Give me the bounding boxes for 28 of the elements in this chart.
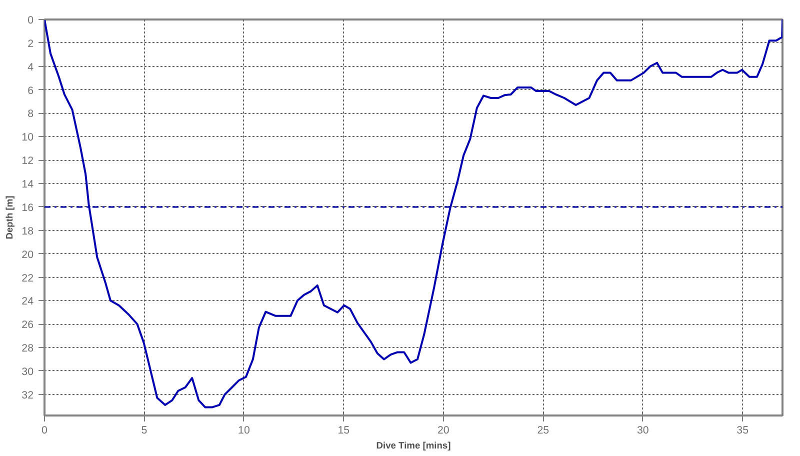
x-tick-label: 15 <box>338 424 350 436</box>
y-axis-title: Depth [m] <box>4 196 15 240</box>
y-tick-label: 26 <box>22 319 34 332</box>
y-tick-label: 2 <box>28 38 34 50</box>
x-axis-title: Dive Time [mins] <box>376 440 451 450</box>
y-tick-label: 28 <box>22 342 34 355</box>
y-tick-label: 24 <box>22 296 34 308</box>
y-tick-label: 6 <box>28 84 34 97</box>
y-tick-label: 10 <box>22 132 34 144</box>
y-tick-label: 12 <box>22 155 34 168</box>
y-tick-label: 0 <box>28 14 34 26</box>
y-tick-label: 22 <box>22 272 34 284</box>
x-tick-label: 35 <box>736 424 749 436</box>
x-tick-label: 10 <box>238 424 250 436</box>
x-tick-label: 20 <box>437 424 450 436</box>
line-series <box>44 20 782 408</box>
y-tick-label: 30 <box>22 366 34 378</box>
y-tick-label: 32 <box>22 389 34 402</box>
x-tick-label: 0 <box>42 424 48 436</box>
y-tick-label: 14 <box>22 178 34 191</box>
y-tick-label: 4 <box>28 61 34 74</box>
x-tick-label: 25 <box>537 424 550 436</box>
y-tick-label: 20 <box>22 248 34 261</box>
y-tick-label: 18 <box>22 225 34 238</box>
x-tick-label: 30 <box>636 424 649 436</box>
y-tick-label: 16 <box>22 202 34 214</box>
x-tick-label: 5 <box>141 424 148 436</box>
y-tick-label: 8 <box>28 108 34 120</box>
